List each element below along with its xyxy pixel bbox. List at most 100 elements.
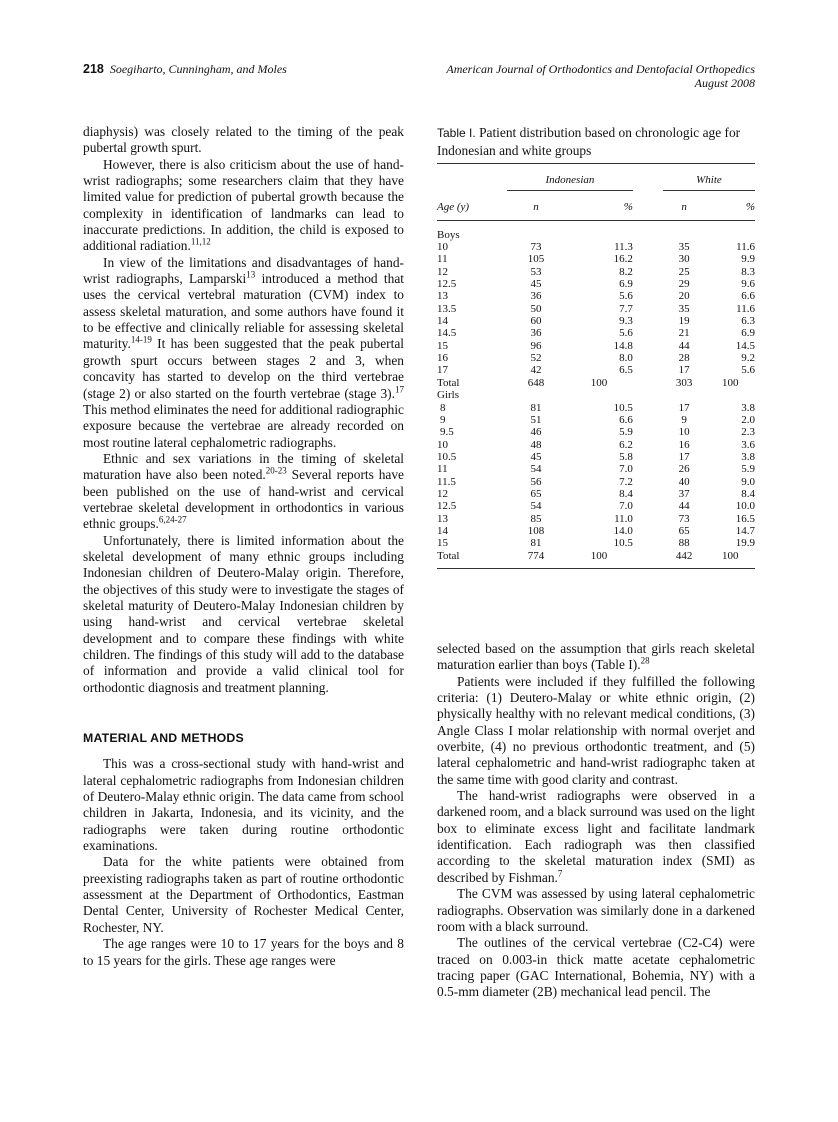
percent-cell: 7.0 [619, 463, 633, 476]
n-cell: 19 [678, 315, 690, 328]
table-row: 17 42 6.5 17 5.6 [437, 364, 755, 376]
percent-cell: 2.0 [741, 413, 755, 426]
group-header: White [662, 163, 755, 192]
table-row: 9 51 6.6 9 2.0 [437, 414, 755, 426]
n-cell: 53 [530, 265, 542, 278]
percent-cell: 6.2 [619, 438, 633, 451]
age-cell: 9 [440, 413, 446, 426]
n-cell: 774 [527, 549, 545, 562]
n-cell: 16 [678, 438, 690, 451]
right-column: selected based on the assumption that gi… [437, 641, 755, 1001]
column-header: % [705, 190, 755, 221]
n-cell: 35 [678, 302, 690, 315]
percent-cell: 11.6 [736, 302, 755, 315]
n-cell: 73 [530, 241, 542, 254]
paragraph: The outlines of the cervical vertebrae (… [437, 935, 755, 1000]
paragraph: The age ranges were 10 to 17 years for t… [83, 936, 404, 968]
percent-cell: 100 [721, 376, 739, 389]
age-cell: 13.5 [437, 302, 457, 315]
age-cell: 12.5 [437, 278, 457, 291]
percent-cell: 5.6 [619, 290, 633, 303]
table-row: 11 105 16.2 30 9.9 [437, 253, 755, 265]
percent-cell: 6.6 [619, 413, 633, 426]
percent-cell: 6.9 [741, 327, 755, 340]
n-cell: 26 [678, 463, 690, 476]
table-caption: Table I. Patient distribution based on c… [437, 125, 741, 158]
table-row: 13.5 50 7.7 35 11.6 [437, 303, 755, 315]
age-cell: 11 [437, 463, 448, 476]
age-cell: 14 [437, 524, 448, 537]
column-header: Age (y) [437, 190, 507, 221]
n-cell: 35 [678, 241, 690, 254]
age-cell: 10 [437, 438, 448, 451]
section-label: Girls [437, 389, 459, 402]
percent-cell: 11.3 [614, 241, 633, 254]
table-row: 13 36 5.6 20 6.6 [437, 290, 755, 302]
n-cell: 25 [678, 265, 690, 278]
percent-cell: 14.5 [735, 339, 755, 352]
n-cell: 17 [678, 401, 690, 414]
n-cell: 45 [530, 278, 542, 291]
percent-cell: 100 [721, 549, 739, 562]
table-row: 10 73 11.3 35 11.6 [437, 241, 755, 253]
percent-cell: 8.0 [619, 352, 633, 365]
percent-cell: 5.9 [619, 426, 633, 439]
percent-cell: 8.3 [741, 265, 755, 278]
percent-cell: 7.7 [619, 302, 633, 315]
age-cell: 15 [437, 339, 448, 352]
age-cell: 8 [440, 401, 446, 414]
n-cell: 51 [530, 413, 542, 426]
age-cell: 11.5 [437, 475, 456, 488]
n-cell: 30 [678, 253, 690, 266]
n-cell: 81 [530, 537, 542, 550]
n-cell: 20 [678, 290, 690, 303]
age-cell: 12 [437, 487, 448, 500]
percent-cell: 14.7 [735, 524, 755, 537]
age-cell: 14.5 [437, 327, 457, 340]
paragraph: Unfortunately, there is limited informat… [83, 532, 404, 695]
n-cell: 442 [675, 549, 693, 562]
n-cell: 88 [678, 537, 690, 550]
n-cell: 29 [678, 278, 690, 291]
n-cell: 21 [678, 327, 690, 340]
n-cell: 48 [530, 438, 542, 451]
authors: Soegiharto, Cunningham, and Moles [109, 62, 287, 76]
table-row: 14 60 9.3 19 6.3 [437, 315, 755, 327]
table-row: 14 108 14.0 65 14.7 [437, 525, 755, 537]
age-cell: 15 [437, 537, 448, 550]
n-cell: 36 [530, 327, 542, 340]
issue-date: August 2008 [694, 76, 755, 90]
paragraph: Data for the white patients were obtaine… [83, 854, 404, 935]
n-cell: 60 [530, 315, 542, 328]
table-row: 15 96 14.8 44 14.5 [437, 340, 755, 352]
n-cell: 73 [678, 512, 690, 525]
percent-cell: 5.6 [619, 327, 633, 340]
percent-cell: 6.9 [619, 278, 633, 291]
percent-cell: 10.0 [735, 500, 755, 513]
paragraph: The hand-wrist radiographs were observed… [437, 788, 755, 885]
table-row: 9.5 46 5.9 10 2.3 [437, 426, 755, 438]
table-1: Table I. Patient distribution based on c… [437, 124, 755, 569]
percent-cell: 9.0 [741, 475, 755, 488]
column-header: % [565, 190, 633, 221]
n-cell: 46 [530, 426, 542, 439]
n-cell: 28 [678, 352, 690, 365]
percent-cell: 14.0 [613, 524, 633, 537]
table-row: Total 648 100 303 100 [437, 377, 755, 389]
percent-cell: 7.0 [619, 500, 633, 513]
citation: 7 [557, 868, 563, 879]
running-header-left: 218 Soegiharto, Cunningham, and Moles [83, 62, 287, 77]
n-cell: 303 [675, 376, 693, 389]
n-cell: 65 [678, 524, 690, 537]
citation: 11,12 [190, 236, 211, 247]
paragraph: selected based on the assumption that gi… [437, 641, 755, 673]
table-row: 16 52 8.0 28 9.2 [437, 352, 755, 364]
paragraph: In view of the limitations and disadvant… [83, 254, 404, 450]
citation: 20-23 [265, 465, 287, 476]
percent-cell: 10.5 [613, 401, 633, 414]
n-cell: 105 [527, 253, 545, 266]
percent-cell: 5.8 [619, 450, 633, 463]
section-label: Boys [437, 228, 460, 241]
paragraph: Patients were included if they fulfilled… [437, 673, 755, 787]
